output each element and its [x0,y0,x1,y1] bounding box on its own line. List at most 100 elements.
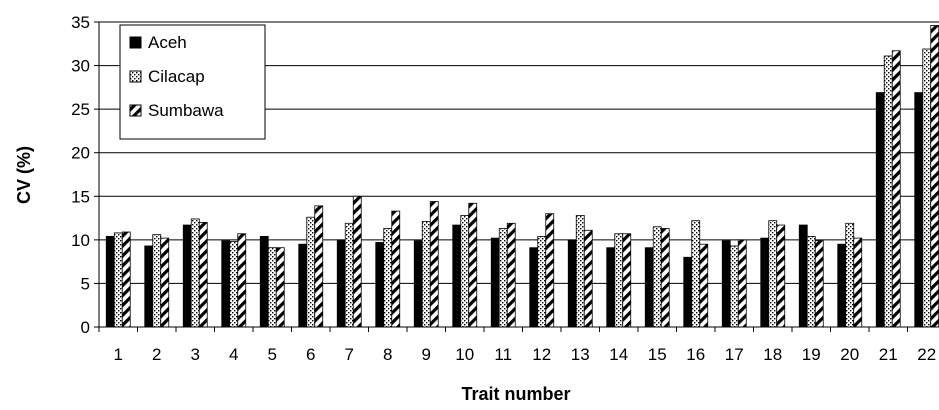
bar-cilacap-5 [267,247,277,328]
x-tick-label: 1 [114,345,123,364]
bar-cilacap-3 [190,218,200,328]
bar-cilacap-14 [614,233,624,328]
bar-sumbawa-10 [468,202,478,328]
y-tick-label: 15 [71,187,90,206]
legend: Aceh Cilacap Sumbawa [119,24,266,140]
bar-aceh-20 [837,243,847,328]
bar-cilacap-4 [229,241,239,328]
bar-aceh-13 [567,239,577,328]
y-tick-label: 10 [71,231,90,250]
y-axis-title: CV (%) [14,146,34,204]
bar-aceh-12 [529,247,539,328]
bar-cilacap-17 [729,245,739,328]
bar-aceh-15 [644,247,654,328]
x-tick-label: 5 [268,345,277,364]
x-tick-label: 11 [494,345,512,364]
bar-cilacap-12 [537,235,547,328]
bar-aceh-21 [875,92,885,328]
bar-sumbawa-4 [237,233,247,328]
legend-item-cilacap: Cilacap [129,67,205,86]
y-tick-label: 35 [71,13,90,32]
bar-aceh-10 [452,224,462,328]
x-tick-label: 7 [345,345,354,364]
x-tick-label: 2 [152,345,161,364]
bar-aceh-9 [413,240,423,328]
bar-sumbawa-14 [622,233,632,328]
legend-swatch-sumbawa [129,104,142,117]
bar-cilacap-1 [113,232,123,328]
legend-label-sumbawa: Sumbawa [148,101,224,120]
bar-aceh-6 [298,243,308,328]
bar-aceh-17 [721,240,731,328]
bar-cilacap-2 [152,234,162,328]
x-tick-label: 19 [802,345,821,364]
bar-aceh-19 [798,224,808,328]
bar-sumbawa-21 [891,50,901,328]
bar-aceh-2 [144,245,154,328]
bar-sumbawa-8 [391,210,401,328]
legend-item-aceh: Aceh [129,33,187,52]
axes [94,21,939,332]
bar-sumbawa-5 [275,247,285,328]
x-tick-label: 15 [648,345,667,364]
bar-aceh-14 [606,247,616,328]
bar-cilacap-19 [806,235,816,328]
legend-swatch-aceh [129,36,142,49]
x-tick-label: 18 [763,345,782,364]
bar-aceh-1 [105,235,115,328]
y-tick-label: 25 [71,100,90,119]
legend-label-cilacap: Cilacap [148,67,205,86]
x-tick-label: 21 [879,345,898,364]
bar-aceh-8 [375,242,385,328]
legend-item-sumbawa: Sumbawa [129,101,224,120]
bar-cilacap-15 [652,226,662,328]
legend-box [119,24,266,140]
bar-cilacap-11 [498,228,508,328]
x-tick-label: 6 [306,345,315,364]
x-tick-label: 4 [229,345,238,364]
x-tick-labels: 1 2 3 4 5 6 7 8 9 10 11 12 13 14 15 16 17 18 19 20 21 22 [114,345,937,364]
y-tick-label: 5 [81,274,90,293]
bar-sumbawa-17 [737,239,747,328]
bar-cilacap-10 [460,215,470,328]
bar-cilacap-6 [306,216,316,328]
bar-cilacap-18 [768,220,778,328]
x-tick-label: 3 [191,345,200,364]
bar-aceh-16 [683,256,693,328]
bar-sumbawa-1 [121,231,131,328]
x-tick-label: 8 [383,345,392,364]
bar-cilacap-13 [575,215,585,328]
legend-swatch-cilacap [129,70,142,83]
x-tick-label: 14 [609,345,628,364]
x-tick-label: 20 [840,345,859,364]
x-tick-label: 12 [532,345,551,364]
bar-aceh-18 [760,237,770,328]
bar-sumbawa-12 [545,213,555,328]
x-axis-title: Trait number [461,384,570,404]
x-tick-label: 22 [917,345,936,364]
bar-aceh-4 [221,240,231,328]
bar-sumbawa-16 [699,243,709,328]
bar-cilacap-16 [691,220,701,328]
bar-sumbawa-7 [352,195,362,328]
x-tick-label: 16 [686,345,705,364]
bar-cilacap-7 [344,222,354,328]
bar-aceh-7 [336,239,346,328]
bar-aceh-11 [490,237,500,328]
x-tick-label: 9 [422,345,431,364]
x-tick-label: 13 [571,345,590,364]
y-tick-label: 0 [81,318,90,337]
x-tick-label: 17 [725,345,744,364]
bars [105,25,939,328]
bar-aceh-22 [914,92,924,328]
y-tick-label: 20 [71,144,90,163]
bar-cilacap-9 [421,221,431,328]
bar-sumbawa-20 [853,237,863,328]
legend-label-aceh: Aceh [148,33,187,52]
bar-aceh-5 [259,235,269,328]
bar-aceh-3 [182,224,192,328]
bar-sumbawa-15 [660,228,670,328]
y-tick-label: 30 [71,57,90,76]
bar-cilacap-21 [883,55,893,328]
